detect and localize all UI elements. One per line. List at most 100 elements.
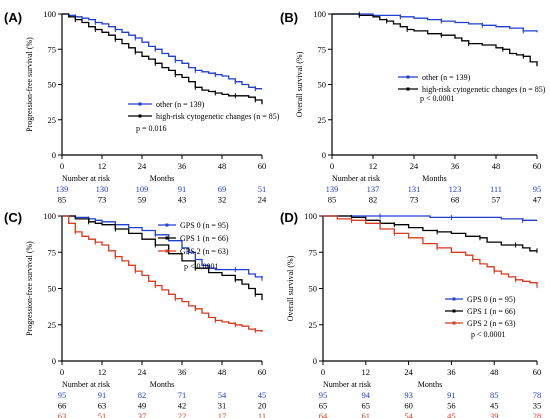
panel-0: (A) 0 25 50 75 100 0 12 24 36 48 60 Progression-free…: [4, 9, 280, 205]
risk-table-value: 69: [218, 184, 227, 194]
risk-table-value: 82: [138, 390, 147, 400]
risk-table-value: 66: [58, 401, 67, 411]
x-tick-label: 12: [362, 367, 371, 377]
y-tick-label: 100: [43, 211, 56, 221]
panel-2: (C) 0 25 50 75 100 0 12 24 36 48 60 Progression-free…: [4, 210, 266, 418]
x-axis-label: Months: [418, 380, 442, 389]
x-tick-label: 60: [533, 367, 542, 377]
legend-label: other (n = 139): [156, 100, 205, 109]
y-tick-label: 25: [48, 320, 57, 330]
p-value-annotation: p = 0.016: [136, 124, 167, 133]
y-axis-label: Progression-free survival (%): [25, 241, 34, 336]
y-tick-label: 0: [322, 150, 326, 160]
x-axis-label: Months: [150, 174, 174, 183]
km-curve-0: [62, 215, 263, 279]
legend-label: other (n = 139): [422, 73, 471, 82]
risk-table-value: 59: [138, 195, 147, 205]
risk-table-value: 93: [404, 390, 413, 400]
y-tick-label: 25: [48, 115, 57, 125]
y-tick-label: 100: [304, 211, 317, 221]
risk-table-value: 61: [362, 411, 371, 418]
risk-table-value: 54: [404, 411, 413, 418]
risk-table-value: 60: [404, 401, 413, 411]
risk-table-value: 73: [98, 195, 107, 205]
y-tick-label: 25: [318, 115, 327, 125]
risk-table-value: 63: [58, 411, 67, 418]
x-tick-label: 24: [138, 161, 147, 171]
km-curve-1: [323, 215, 537, 252]
km-curve-2: [62, 215, 263, 332]
risk-table-value: 11: [258, 411, 266, 418]
y-tick-label: 75: [48, 247, 57, 257]
x-tick-label: 60: [533, 161, 542, 171]
x-axis-label: Months: [422, 174, 446, 183]
legend-marker: [406, 87, 410, 91]
y-axis-label: Overall survival (%): [295, 51, 304, 117]
legend-marker: [165, 223, 169, 227]
risk-table-value: 42: [178, 401, 187, 411]
km-curve-2: [323, 215, 538, 286]
legend-marker: [452, 309, 456, 313]
x-tick-label: 0: [321, 367, 325, 377]
y-axis-label: Overall survival (%): [286, 255, 295, 321]
x-tick-label: 36: [178, 367, 187, 377]
km-curve-1: [62, 13, 263, 105]
legend-label: GPS 0 (n = 95): [467, 295, 516, 304]
risk-table-value: 28: [533, 411, 542, 418]
risk-table-value: 65: [362, 401, 371, 411]
y-tick-label: 50: [48, 80, 57, 90]
panel-letter: (D): [280, 210, 298, 225]
panel-letter: (A): [4, 10, 22, 25]
risk-table-value: 56: [447, 401, 456, 411]
x-tick-label: 24: [138, 367, 147, 377]
legend-marker: [165, 249, 169, 253]
legend-label: GPS 0 (n = 95): [180, 221, 229, 230]
y-tick-label: 50: [48, 284, 57, 294]
risk-table-value: 45: [447, 411, 456, 418]
risk-table-value: 31: [218, 401, 227, 411]
risk-table-value: 85: [58, 195, 67, 205]
risk-table-label: Number at risk: [62, 380, 110, 389]
y-tick-label: 0: [313, 356, 317, 366]
panel-3: (D) 0 25 50 75 100 0 12 24 36 48 60 Overall survival…: [280, 210, 541, 418]
risk-table-value: 65: [319, 401, 328, 411]
risk-table-value: 94: [362, 390, 371, 400]
risk-table-value: 85: [328, 195, 337, 205]
risk-table-value: 95: [58, 390, 67, 400]
risk-table-value: 139: [326, 184, 339, 194]
p-value-annotation: p < 0.0001: [471, 330, 506, 339]
risk-table-label: Number at risk: [62, 174, 110, 183]
y-tick-label: 100: [313, 9, 326, 19]
risk-table-value: 35: [533, 401, 542, 411]
risk-table-value: 17: [218, 411, 227, 418]
x-tick-label: 36: [451, 161, 460, 171]
risk-table-value: 109: [136, 184, 149, 194]
risk-table-value: 24: [258, 195, 267, 205]
risk-table-value: 51: [258, 184, 267, 194]
risk-table-value: 91: [178, 184, 187, 194]
legend-marker: [452, 321, 456, 325]
legend-label: high-risk cytogenetic changes (n = 85): [422, 85, 546, 94]
x-tick-label: 0: [330, 161, 334, 171]
y-tick-label: 0: [52, 356, 56, 366]
x-tick-label: 0: [60, 161, 64, 171]
x-tick-label: 60: [258, 367, 267, 377]
x-tick-label: 48: [490, 367, 499, 377]
x-tick-label: 48: [218, 161, 227, 171]
risk-table-value: 63: [98, 401, 107, 411]
y-tick-label: 0: [52, 150, 56, 160]
y-axis-label: Progression-free survival (%): [25, 37, 34, 132]
legend-label: GPS 1 (n = 66): [180, 234, 229, 243]
x-tick-label: 12: [98, 367, 107, 377]
risk-table-value: 91: [447, 390, 456, 400]
y-tick-label: 75: [48, 44, 57, 54]
risk-table-value: 43: [178, 195, 187, 205]
y-tick-label: 75: [318, 44, 327, 54]
risk-table-value: 20: [258, 401, 267, 411]
legend-marker: [138, 102, 142, 106]
risk-table-value: 123: [449, 184, 462, 194]
risk-table-value: 39: [490, 411, 499, 418]
x-tick-label: 48: [492, 161, 501, 171]
risk-table-value: 130: [96, 184, 109, 194]
risk-table-value: 68: [451, 195, 460, 205]
